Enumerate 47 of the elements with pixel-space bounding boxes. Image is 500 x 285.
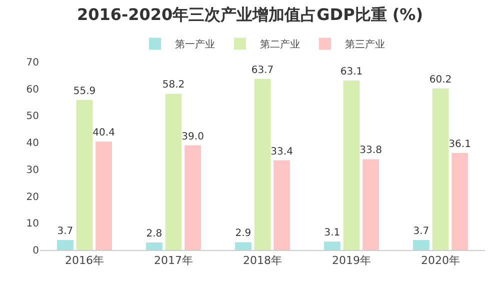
data-label: 60.2 [429,74,452,86]
bar [165,94,182,250]
x-tick-label: 2020年 [421,254,460,268]
x-tick-label: 2017年 [154,254,193,268]
y-tick-label: 50 [26,111,39,122]
bar [362,159,379,250]
data-label: 63.7 [251,64,274,76]
y-tick-label: 30 [26,164,39,176]
legend-label: 第一产业 [175,38,215,51]
bar [432,88,449,250]
y-tick-label: 60 [26,84,39,96]
data-label: 2.8 [146,228,162,240]
bar [57,240,74,250]
x-tick-label: 2019年 [332,254,371,268]
legend-label: 第二产业 [260,38,300,51]
x-tick-label: 2018年 [243,254,282,268]
bar [76,100,93,250]
data-label: 55.9 [73,86,96,97]
x-tick-label: 2016年 [65,254,104,268]
chart-title: 2016-2020年三次产业增加值占GDP比重 (%) [76,4,424,24]
data-label: 63.1 [340,66,363,78]
y-tick-label: 0 [32,246,39,256]
bar [146,242,162,250]
bar [254,78,271,250]
bar [324,242,340,250]
data-label: 33.4 [270,146,293,158]
bar [184,145,201,250]
data-label: 3.1 [324,228,340,239]
data-label: 2.9 [235,228,252,240]
bar [235,242,252,250]
legend-label: 第三产业 [345,38,385,51]
y-tick-label: 40 [26,138,39,150]
data-label: 58.2 [162,80,185,91]
data-label: 33.8 [360,145,382,156]
bar [343,80,360,250]
y-tick-label: 10 [26,218,39,230]
data-label: 39.0 [182,131,204,142]
y-tick-label: 20 [26,192,39,203]
data-label: 36.1 [448,139,471,150]
data-label: 3.7 [57,226,74,238]
y-tick-label: 70 [26,58,39,68]
bar [413,240,430,250]
bar [96,142,112,250]
bar [452,153,468,250]
data-label: 40.4 [92,128,115,138]
data-label: 3.7 [413,226,430,238]
bar [274,160,290,250]
